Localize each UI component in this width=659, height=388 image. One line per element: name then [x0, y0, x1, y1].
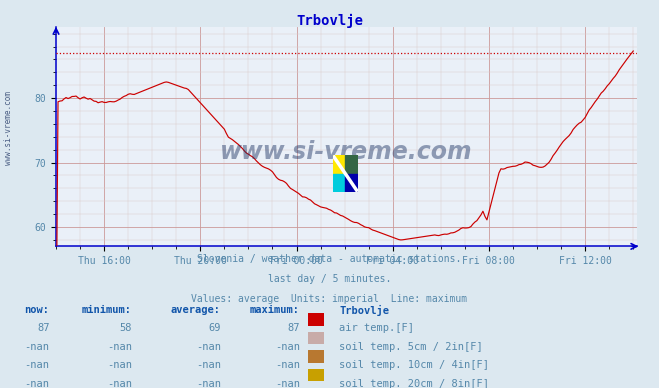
Text: 87: 87 [37, 323, 49, 333]
Text: Values: average  Units: imperial  Line: maximum: Values: average Units: imperial Line: ma… [191, 294, 468, 305]
Text: minimum:: minimum: [82, 305, 132, 315]
Text: www.si-vreme.com: www.si-vreme.com [220, 140, 473, 164]
Text: 69: 69 [208, 323, 221, 333]
Text: -nan: -nan [275, 360, 300, 371]
Text: average:: average: [171, 305, 221, 315]
Text: -nan: -nan [275, 342, 300, 352]
Text: 58: 58 [119, 323, 132, 333]
Text: -nan: -nan [24, 360, 49, 371]
Text: -nan: -nan [107, 360, 132, 371]
Text: -nan: -nan [24, 379, 49, 388]
Text: -nan: -nan [196, 360, 221, 371]
Text: soil temp. 5cm / 2in[F]: soil temp. 5cm / 2in[F] [339, 342, 483, 352]
Text: soil temp. 10cm / 4in[F]: soil temp. 10cm / 4in[F] [339, 360, 490, 371]
Text: Slovenia / weather data - automatic stations.: Slovenia / weather data - automatic stat… [197, 254, 462, 264]
Text: soil temp. 20cm / 8in[F]: soil temp. 20cm / 8in[F] [339, 379, 490, 388]
Text: Trbovlje: Trbovlje [339, 305, 389, 315]
Text: -nan: -nan [107, 379, 132, 388]
Text: -nan: -nan [196, 342, 221, 352]
Text: maximum:: maximum: [250, 305, 300, 315]
Text: www.si-vreme.com: www.si-vreme.com [4, 91, 13, 165]
Bar [333, 174, 345, 192]
Text: 87: 87 [287, 323, 300, 333]
Text: -nan: -nan [196, 379, 221, 388]
Bar [333, 155, 345, 174]
Bar [345, 155, 358, 174]
Text: -nan: -nan [107, 342, 132, 352]
Text: -nan: -nan [24, 342, 49, 352]
Text: last day / 5 minutes.: last day / 5 minutes. [268, 274, 391, 284]
Bar [345, 174, 358, 192]
Text: air temp.[F]: air temp.[F] [339, 323, 415, 333]
Text: Trbovlje: Trbovlje [296, 14, 363, 28]
Text: now:: now: [24, 305, 49, 315]
Text: -nan: -nan [275, 379, 300, 388]
